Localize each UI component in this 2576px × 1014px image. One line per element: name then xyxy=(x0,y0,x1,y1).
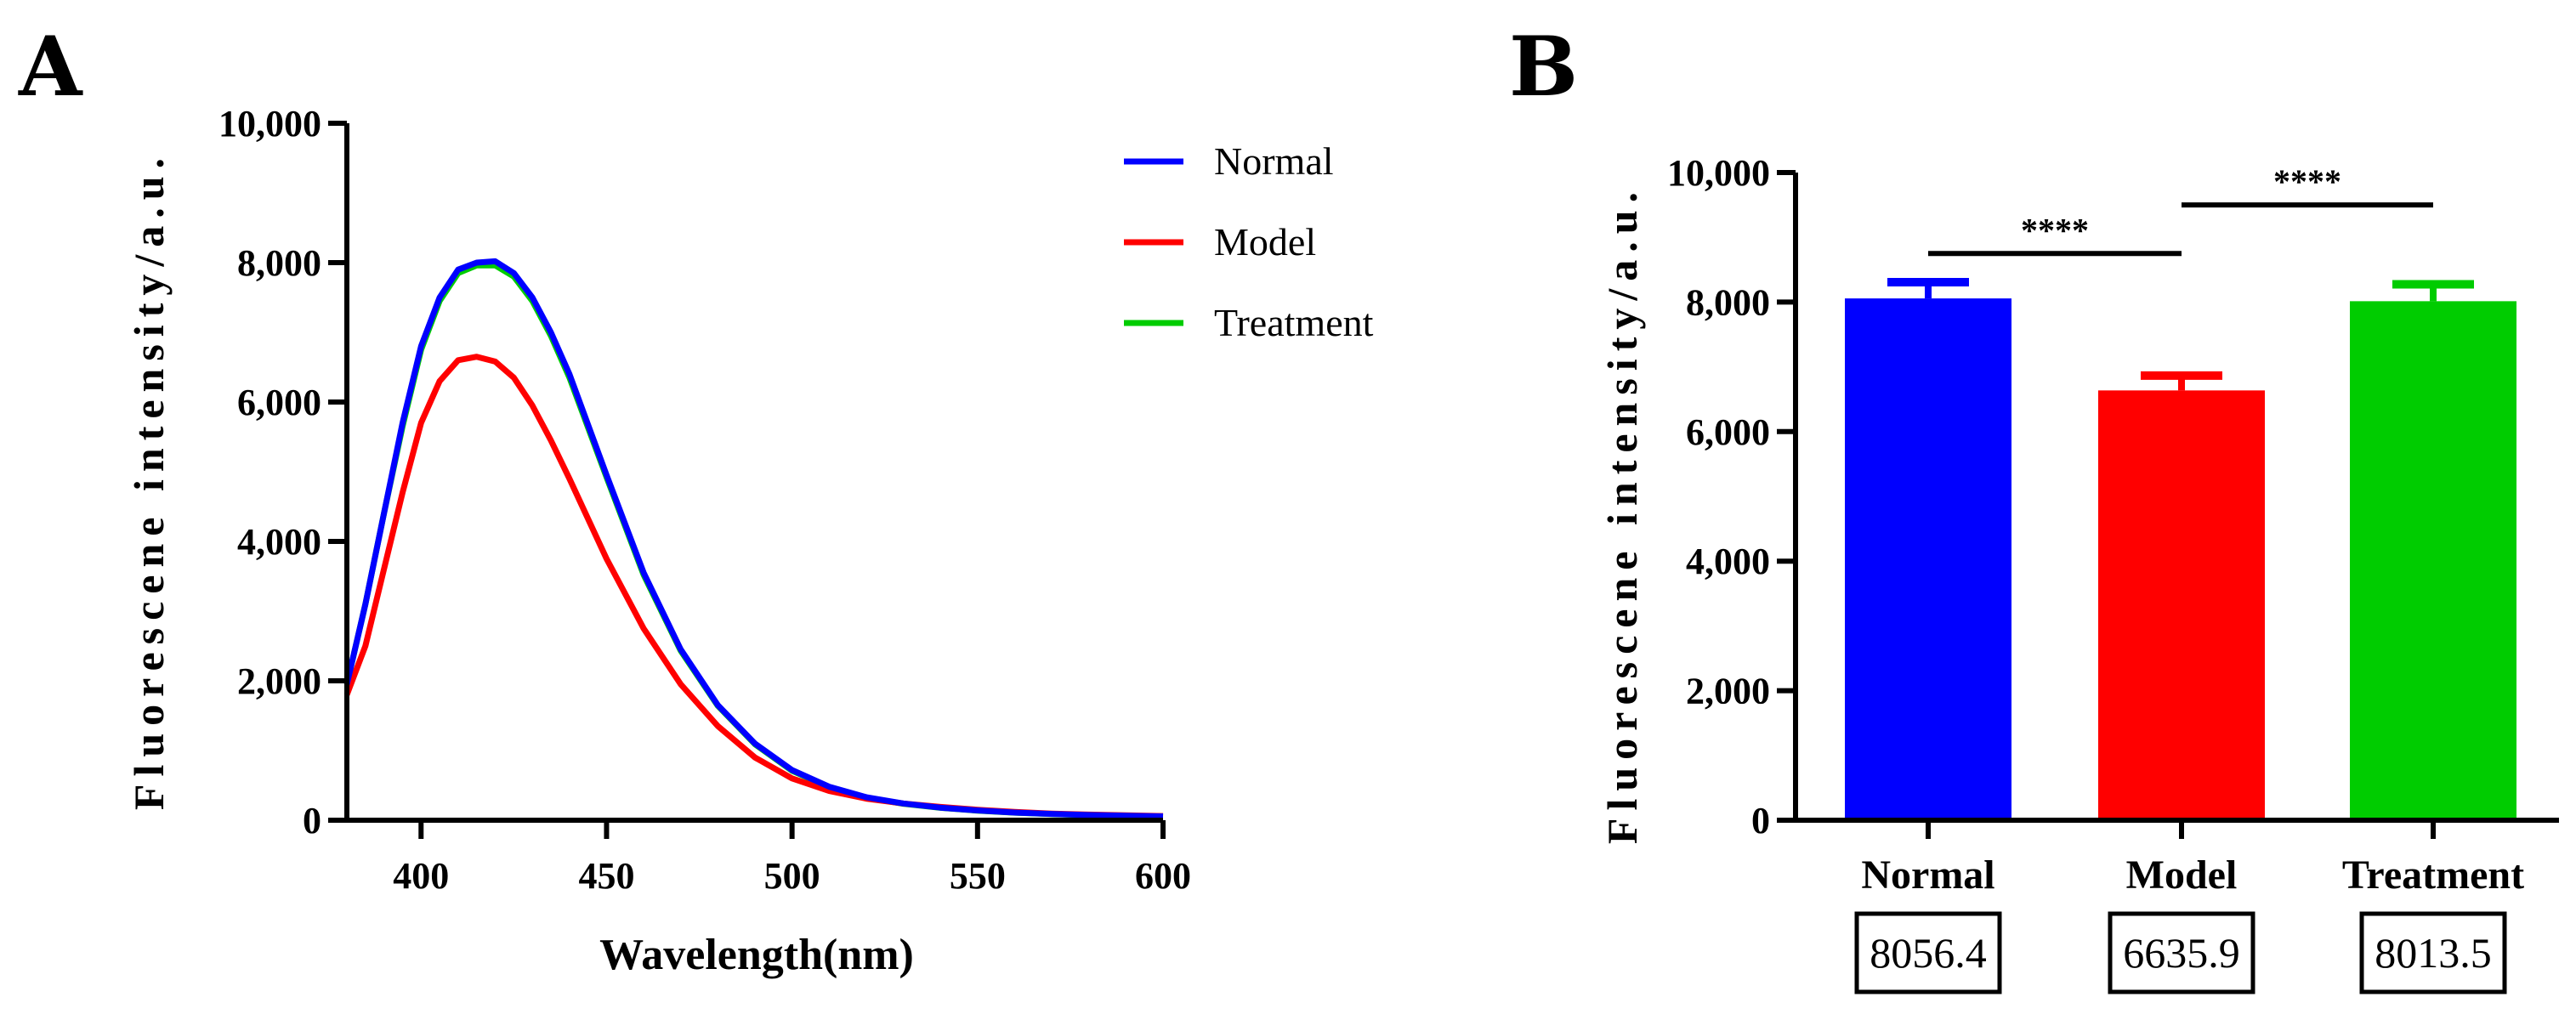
value-box-model xyxy=(2108,911,2255,994)
value-label-normal: 8056.4 xyxy=(1870,929,1987,977)
y-tick-label: 10,000 xyxy=(218,103,321,144)
panel-a-legend: Normal Model Treatment xyxy=(1124,139,1374,344)
y-tick-label: 4,000 xyxy=(1686,541,1770,582)
y-tick-label: 10,000 xyxy=(1667,152,1770,194)
value-label-treatment: 8013.5 xyxy=(2375,929,2492,977)
y-tick-label: 0 xyxy=(303,800,321,841)
value-box-treatment xyxy=(2359,911,2507,994)
y-tick-label: 6,000 xyxy=(237,382,321,423)
significance-label: **** xyxy=(2273,162,2341,201)
series-line-normal xyxy=(343,258,1164,819)
bar-treatment xyxy=(2350,301,2516,820)
value-box-normal xyxy=(1854,911,2002,994)
y-tick-label: 2,000 xyxy=(237,660,321,702)
panel-a-label: A xyxy=(18,19,83,115)
panel-b-y-axis-title: Fluorescene intensity/a.u. xyxy=(1598,184,1646,844)
panel-a-chart: 0 2,000 4,000 6,000 8,000 10,000 400 450 500 550 6… xyxy=(218,103,1374,897)
panel-b-label: B xyxy=(1509,19,1578,115)
y-tick-label: 8,000 xyxy=(237,242,321,284)
x-tick-label: 500 xyxy=(764,855,820,897)
bar-normal xyxy=(1845,298,2011,821)
series-line-treatment xyxy=(343,262,1164,820)
category-label-treatment: Treatment xyxy=(2342,853,2524,898)
category-label-model: Model xyxy=(2126,853,2238,898)
y-tick-label: 4,000 xyxy=(237,521,321,563)
category-label-normal: Normal xyxy=(1861,853,1994,898)
legend-label-normal: Normal xyxy=(1214,139,1334,183)
x-tick-label: 400 xyxy=(393,855,449,897)
y-tick-label: 8,000 xyxy=(1686,281,1770,323)
panel-a-y-axis-title: Fluorescene intensity/a.u. xyxy=(125,150,173,810)
bar-model xyxy=(2098,390,2265,820)
panel-b-chart: 0 2,000 4,000 6,000 8,000 10,000 **** **** Nor… xyxy=(1667,152,2559,994)
x-tick-label: 600 xyxy=(1135,855,1191,897)
panel-a-x-axis-title: Wavelength(nm) xyxy=(599,931,914,979)
legend-label-treatment: Treatment xyxy=(1214,301,1374,344)
y-tick-label: 0 xyxy=(1751,800,1770,841)
value-label-model: 6635.9 xyxy=(2123,929,2240,977)
x-tick-label: 450 xyxy=(578,855,634,897)
y-tick-label: 6,000 xyxy=(1686,411,1770,453)
x-tick-label: 550 xyxy=(950,855,1006,897)
legend-label-model: Model xyxy=(1214,220,1316,263)
y-tick-label: 2,000 xyxy=(1686,671,1770,712)
significance-label: **** xyxy=(2021,211,2089,249)
